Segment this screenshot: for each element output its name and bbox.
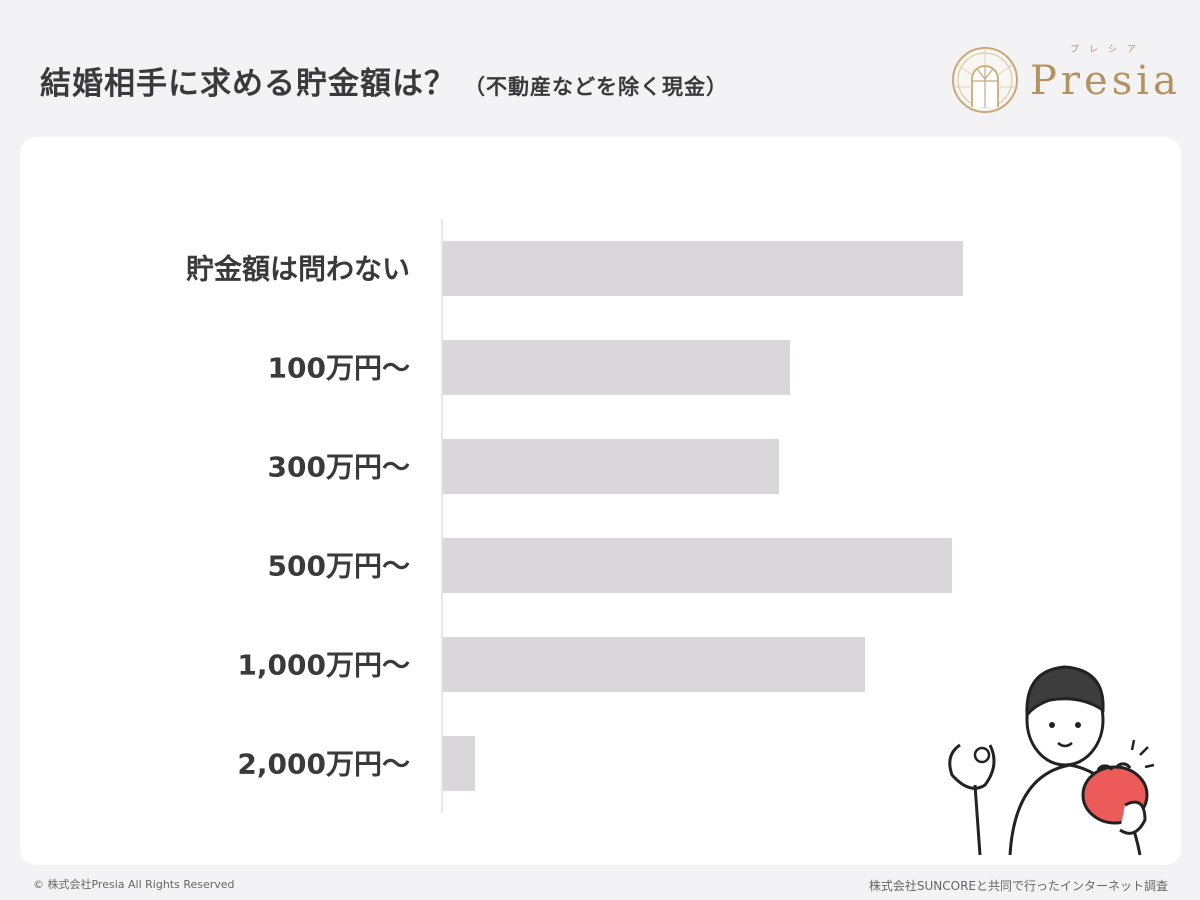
category-label: 500万円〜 <box>268 550 410 583</box>
bar <box>443 439 779 494</box>
copyright-text: © 株式会社Presia All Rights Reserved <box>33 878 235 891</box>
person-with-purse-illustration <box>948 665 1155 856</box>
category-label: 100万円〜 <box>268 352 410 385</box>
presia-logo: プレシア Presia <box>950 45 1185 115</box>
category-label: 300万円〜 <box>268 451 410 484</box>
bar <box>443 736 475 791</box>
bar-chart: 貯金額は問わない 100万円〜 300万円〜 500万円〜 1,000万円〜 2,000万… <box>186 219 963 813</box>
chart-card: 貯金額は問わない 100万円〜 300万円〜 500万円〜 1,000万円〜 2,000万… <box>20 137 1181 865</box>
logo-kana: プレシア <box>1070 45 1147 55</box>
title-subtitle: （不動産などを除く現金） <box>464 75 728 99</box>
category-label: 貯金額は問わない <box>186 253 410 286</box>
title-main: 結婚相手に求める貯金額は？ <box>40 66 456 102</box>
category-label: 2,000万円〜 <box>237 748 410 781</box>
bar <box>443 241 963 296</box>
bar <box>443 340 790 395</box>
page-title: 結婚相手に求める貯金額は？ （不動産などを除く現金） <box>40 58 728 103</box>
window-logo-icon <box>952 47 1018 113</box>
bar <box>443 637 865 692</box>
category-label: 1,000万円〜 <box>237 649 410 682</box>
source-note: 株式会社SUNCOREと共同で行ったインターネット調査 <box>868 879 1168 893</box>
bar <box>443 538 952 593</box>
logo-text: Presia <box>1030 58 1181 104</box>
